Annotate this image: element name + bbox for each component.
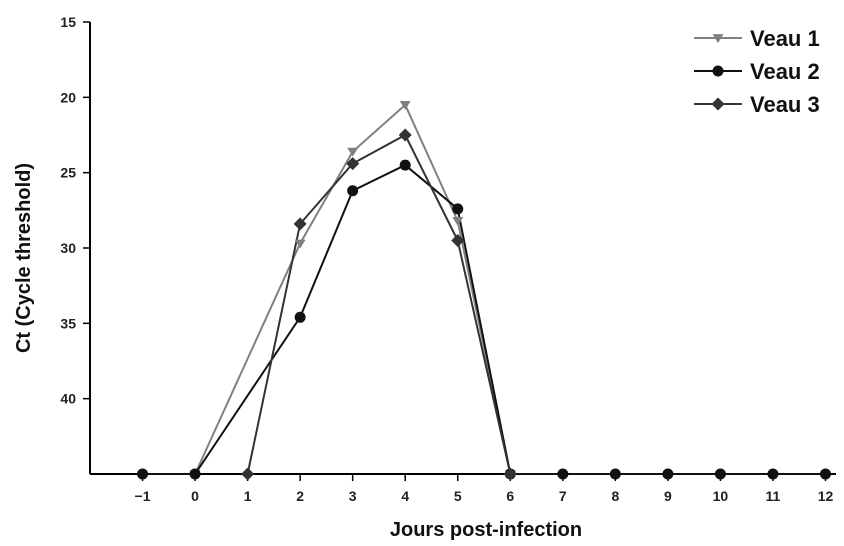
x-tick-label: 0 (191, 488, 199, 504)
series-3-point (503, 467, 517, 481)
x-axis-ticks: −1 0 1 2 3 4 5 6 7 8 9 10 11 12 (135, 474, 834, 504)
x-tick-label: 7 (559, 488, 567, 504)
series-2-point (452, 203, 464, 215)
y-tick-label: 35 (60, 315, 76, 331)
legend-marker (712, 34, 724, 43)
series-1-point (399, 101, 411, 110)
series-1-point (452, 217, 464, 226)
x-tick-label: 8 (611, 488, 619, 504)
y-tick-label: 40 (60, 391, 76, 407)
series-lines (142, 103, 826, 475)
y-tick-label: 30 (60, 240, 76, 256)
x-axis-title: Jours post-infection (390, 519, 582, 541)
legend-label: Veau 2 (750, 59, 820, 84)
x-tick-label: 5 (454, 488, 462, 504)
legend: Veau 1 Veau 2 Veau 3 (694, 26, 820, 117)
series-markers (137, 101, 831, 481)
series-2-line (142, 163, 826, 475)
series-2-point (767, 468, 779, 480)
series-1-point (294, 239, 306, 249)
series-2-point (347, 185, 359, 197)
series-3-point (346, 157, 360, 171)
y-axis-title: Ct (Cycle threshold) (13, 163, 35, 353)
x-tick-label: 10 (713, 488, 729, 504)
legend-label: Veau 3 (750, 92, 820, 117)
x-tick-label: 4 (401, 488, 409, 504)
y-tick-label: 15 (60, 14, 76, 30)
x-tick-label: 6 (506, 488, 514, 504)
legend-marker (711, 97, 725, 111)
x-tick-label: −1 (135, 488, 151, 504)
series-1-line (194, 103, 512, 475)
series-3-point (293, 217, 307, 231)
series-3-point (451, 233, 465, 247)
series-2-point (609, 468, 621, 480)
series-2-point (714, 468, 726, 480)
series-3-point (398, 128, 412, 142)
x-tick-label: 9 (664, 488, 672, 504)
series-2-point (557, 468, 569, 480)
x-tick-label: 11 (766, 488, 781, 504)
x-tick-label: 3 (349, 488, 357, 504)
x-tick-label: 12 (818, 488, 834, 504)
series-3-line (246, 133, 512, 475)
series-3-point (241, 467, 255, 481)
series-2-point (137, 468, 149, 480)
series-1-point (347, 147, 359, 157)
series-2-point (189, 468, 201, 480)
legend-marker (712, 65, 724, 77)
series-2-point (399, 159, 411, 171)
series-2-point (294, 311, 306, 323)
series-2-point (819, 468, 831, 480)
x-tick-label: 1 (244, 488, 252, 504)
series-2-point (662, 468, 674, 480)
y-axis-ticks: 15 20 25 30 35 40 (60, 14, 90, 407)
x-tick-label: 2 (296, 488, 304, 504)
legend-label: Veau 1 (750, 26, 820, 51)
y-tick-label: 25 (60, 165, 76, 181)
y-tick-label: 20 (60, 89, 76, 105)
